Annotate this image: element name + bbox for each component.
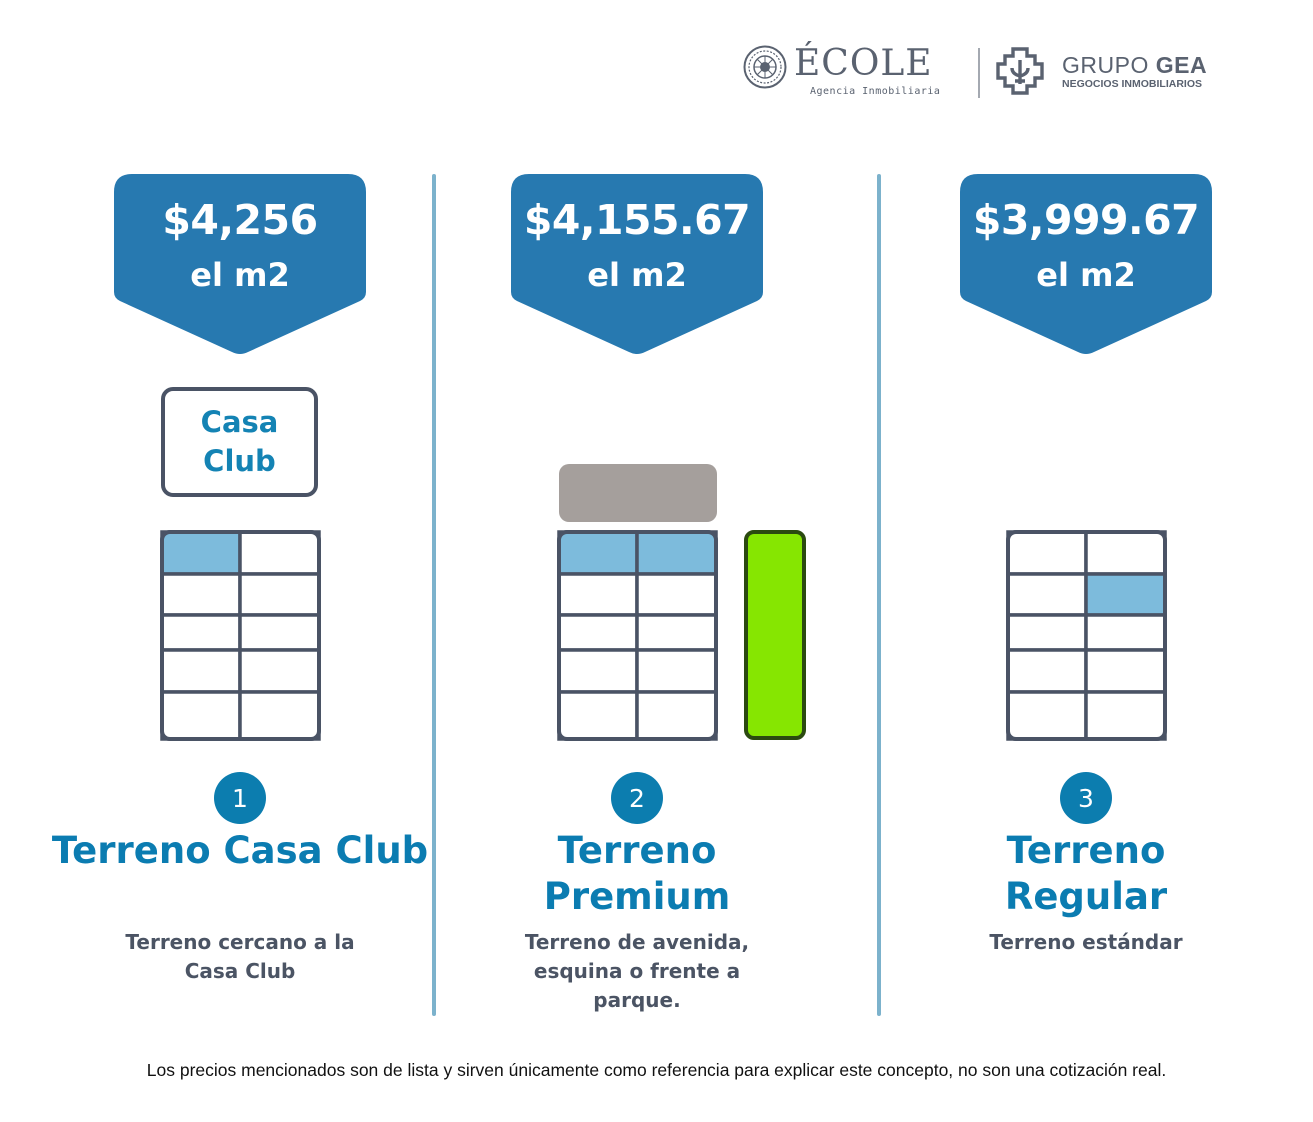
- price-value: $4,256: [162, 196, 318, 244]
- lot-cell: [238, 572, 321, 617]
- lot-cell: [557, 690, 639, 741]
- column-title: Terreno Premium: [543, 829, 731, 918]
- lot-cell-highlighted: [635, 530, 718, 576]
- avenue-bar: [559, 464, 717, 522]
- lot-cell: [160, 690, 242, 741]
- lot-cell: [557, 648, 639, 694]
- price-tag-shape: [114, 174, 366, 354]
- column-premium: $4,155.67 el m2 2 Terreno Premium Terren…: [437, 0, 837, 1060]
- column-description: Terreno estándar: [989, 930, 1183, 954]
- lot-cell: [1006, 690, 1088, 741]
- lot-grid-border: [160, 530, 321, 741]
- lot-grid: [1006, 530, 1167, 741]
- number-badge: 3: [1060, 772, 1112, 824]
- gea-name-bold: GEA: [1155, 52, 1208, 78]
- grupo-gea-name: GRUPO GEA: [1062, 52, 1207, 79]
- ecole-name: ÉCOLE: [794, 43, 933, 84]
- price-unit: el m2: [190, 256, 290, 294]
- lot-cell: [635, 648, 718, 694]
- column-description: Terreno de avenida, esquina o frente a p…: [524, 930, 750, 1012]
- lot-cell: [160, 648, 242, 694]
- lot-cell-highlighted: [160, 530, 242, 576]
- lot-grid-border: [1006, 530, 1167, 741]
- ecole-seal-icon: [743, 45, 787, 89]
- price-tag-shape: [960, 174, 1212, 354]
- logo-divider: [978, 48, 980, 98]
- lot-cell: [238, 613, 321, 652]
- lot-cell: [635, 613, 718, 652]
- lot-cell: [238, 690, 321, 741]
- price-tag-shape: [511, 174, 763, 354]
- price-unit: el m2: [587, 256, 687, 294]
- casa-club-box: Casa Club: [161, 387, 318, 497]
- lot-cell: [160, 613, 242, 652]
- column-casa-club: $4,256 el m2 Casa Club 1 Terreno Casa Cl…: [40, 0, 440, 1060]
- lot-cell: [1006, 613, 1088, 652]
- lot-cell: [1006, 572, 1088, 617]
- lot-cell: [1084, 690, 1167, 741]
- price-value: $3,999.67: [972, 196, 1200, 244]
- lot-grid: [557, 530, 718, 741]
- ecole-subtitle: Agencia Inmobiliaria: [810, 86, 941, 97]
- lot-cell: [557, 572, 639, 617]
- price-tag: $4,155.67 el m2: [511, 174, 763, 356]
- lot-cell: [238, 530, 321, 576]
- grupo-gea-logo-icon: [996, 47, 1044, 95]
- park-bar: [744, 530, 806, 740]
- lot-cell: [1006, 648, 1088, 694]
- column-divider: [432, 174, 436, 1016]
- lot-cell-highlighted: [557, 530, 639, 576]
- lot-cell: [557, 613, 639, 652]
- number-badge: 2: [611, 772, 663, 824]
- column-regular: $3,999.67 el m2 3 Terreno Regular Terren…: [886, 0, 1286, 1060]
- lot-cell: [1006, 530, 1088, 576]
- column-divider: [877, 174, 881, 1016]
- lot-grid-border: [557, 530, 718, 741]
- price-value: $4,155.67: [523, 196, 751, 244]
- price-unit: el m2: [1036, 256, 1136, 294]
- lot-cell-highlighted: [1084, 572, 1167, 617]
- disclaimer: Los precios mencionados son de lista y s…: [146, 1060, 1167, 1080]
- number-badge: 1: [214, 772, 266, 824]
- price-tag: $3,999.67 el m2: [960, 174, 1212, 356]
- column-title: Terreno Regular: [1004, 829, 1168, 918]
- lot-cell: [1084, 613, 1167, 652]
- header-logos: ÉCOLE Agencia Inmobiliaria GRUPO GEA NEG…: [740, 40, 1220, 104]
- lot-grid: [160, 530, 321, 741]
- gea-name-light: GRUPO: [1062, 52, 1156, 78]
- lot-cell: [238, 648, 321, 694]
- column-description: Terreno cercano a la Casa Club: [125, 930, 355, 983]
- lot-cell: [1084, 648, 1167, 694]
- column-title: Terreno Casa Club: [51, 829, 429, 872]
- price-tag: $4,256 el m2: [114, 174, 366, 356]
- lot-cell: [160, 572, 242, 617]
- lot-cell: [635, 690, 718, 741]
- lot-cell: [1084, 530, 1167, 576]
- grupo-gea-subtitle: NEGOCIOS INMOBILIARIOS: [1062, 78, 1203, 90]
- lot-cell: [635, 572, 718, 617]
